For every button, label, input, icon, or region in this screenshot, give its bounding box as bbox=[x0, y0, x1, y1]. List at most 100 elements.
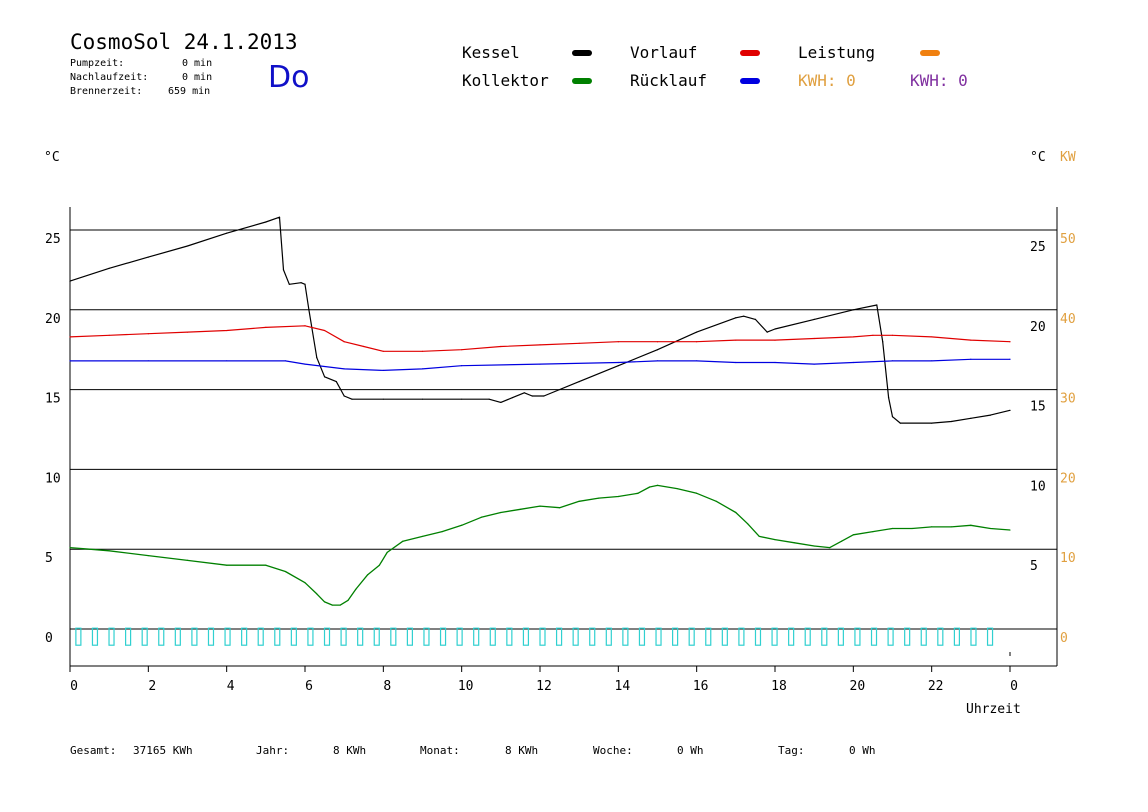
point-3-22 bbox=[480, 516, 482, 518]
point-0-6 bbox=[278, 216, 281, 218]
pump-pulse-20 bbox=[406, 627, 413, 646]
point-0-15 bbox=[343, 395, 345, 397]
pump-pulse-34 bbox=[638, 627, 646, 646]
stat-brenner-value: 659 min bbox=[168, 86, 211, 97]
point-1-24 bbox=[891, 334, 894, 336]
point-1-15 bbox=[578, 342, 580, 344]
pump-pulse-19 bbox=[390, 627, 397, 646]
x-tick-label-7: 14 bbox=[615, 679, 631, 694]
point-3-28 bbox=[598, 497, 600, 499]
point-2-3 bbox=[284, 360, 287, 362]
kw-label-40: 40 bbox=[1060, 312, 1076, 327]
pump-pulse-31 bbox=[589, 627, 596, 646]
y-left-label-15: 15 bbox=[45, 392, 61, 407]
point-0-39 bbox=[887, 396, 890, 399]
point-0-23 bbox=[523, 392, 525, 394]
footer-woche-label: Woche: bbox=[593, 744, 633, 757]
point-3-27 bbox=[578, 500, 580, 502]
pump-pulse-48 bbox=[870, 627, 878, 646]
pump-pulse-39 bbox=[721, 627, 728, 646]
pump-pulse-9 bbox=[224, 627, 231, 646]
pump-pulse-24 bbox=[473, 627, 480, 646]
point-2-19 bbox=[970, 358, 972, 360]
x-tick-label-9: 18 bbox=[771, 679, 787, 694]
legend-kollektor-swatch bbox=[572, 78, 592, 84]
pump-pulse-13 bbox=[290, 627, 297, 646]
point-3-10 bbox=[323, 601, 326, 603]
chart-tick-labels: 0 2 4 6 8 10 12 14 16 18 20 22 0 0 5 10 15 20 25 5 10 15 20 25 0… bbox=[45, 232, 1076, 694]
point-0-34 bbox=[774, 328, 776, 330]
pump-pulse-12 bbox=[274, 627, 281, 646]
point-0-5 bbox=[265, 221, 267, 223]
point-3-24 bbox=[519, 508, 522, 510]
pump-pulse-3 bbox=[125, 627, 132, 646]
footer-monat-label: Monat: bbox=[420, 744, 460, 757]
stat-nachlauf-label: Nachlaufzeit: bbox=[70, 72, 149, 83]
point-0-24 bbox=[531, 395, 533, 397]
point-3-39 bbox=[774, 539, 776, 541]
point-3-18 bbox=[402, 540, 404, 542]
footer-woche-value: 0 Wh bbox=[677, 744, 704, 757]
point-3-38 bbox=[758, 535, 760, 538]
y-left-label-20: 20 bbox=[45, 312, 61, 327]
pump-pulse-18 bbox=[373, 627, 380, 646]
pump-pulse-27 bbox=[522, 627, 530, 646]
point-1-27 bbox=[1009, 341, 1011, 343]
pump-pulse-37 bbox=[688, 627, 695, 646]
point-3-21 bbox=[461, 524, 463, 526]
point-0-19 bbox=[461, 398, 463, 400]
point-1-13 bbox=[500, 345, 502, 348]
point-1-11 bbox=[421, 350, 424, 352]
point-3-29 bbox=[617, 495, 619, 498]
point-3-52 bbox=[1009, 529, 1011, 531]
point-3-50 bbox=[970, 524, 972, 526]
pump-pulses bbox=[75, 627, 994, 646]
point-0-31 bbox=[743, 315, 745, 317]
point-0-41 bbox=[899, 422, 901, 424]
point-3-37 bbox=[746, 523, 749, 525]
y-right-label-10: 10 bbox=[1030, 479, 1046, 494]
point-3-45 bbox=[872, 531, 874, 533]
stat-pump-value: 0 min bbox=[182, 58, 213, 69]
point-2-8 bbox=[461, 365, 463, 367]
pump-pulse-47 bbox=[854, 627, 861, 646]
pump-pulse-44 bbox=[804, 627, 811, 646]
point-0-45 bbox=[989, 414, 992, 416]
left-axis-unit: °C bbox=[44, 150, 60, 165]
point-2-17 bbox=[891, 360, 894, 362]
stat-pump-label: Pumpzeit: bbox=[70, 58, 125, 69]
point-0-2 bbox=[147, 256, 149, 258]
point-3-20 bbox=[441, 531, 443, 533]
point-0-25 bbox=[543, 395, 545, 397]
pump-pulse-51 bbox=[920, 627, 927, 646]
pump-pulse-36 bbox=[672, 627, 679, 646]
point-0-22 bbox=[511, 396, 514, 399]
y-left-label-0: 0 bbox=[45, 631, 53, 646]
point-0-38 bbox=[882, 341, 884, 343]
y-left-label-25: 25 bbox=[45, 232, 61, 247]
right-axis-unit: °C bbox=[1030, 150, 1046, 165]
x-tick-label-4: 8 bbox=[383, 679, 391, 694]
pump-pulse-11 bbox=[257, 627, 264, 646]
point-3-48 bbox=[931, 526, 933, 528]
point-3-49 bbox=[950, 526, 952, 528]
point-0-20 bbox=[488, 398, 490, 400]
point-3-19 bbox=[421, 535, 424, 538]
kw-label-20: 20 bbox=[1060, 471, 1076, 486]
legend-ruecklauf-label: Rücklauf bbox=[630, 71, 708, 90]
footer-tag-label: Tag: bbox=[778, 744, 805, 757]
x-tick-label-8: 16 bbox=[693, 679, 709, 694]
point-1-26 bbox=[970, 339, 972, 341]
point-3-41 bbox=[813, 545, 815, 547]
point-0-14 bbox=[335, 381, 337, 383]
y-right-label-20: 20 bbox=[1030, 320, 1046, 335]
pump-pulse-54 bbox=[970, 627, 977, 646]
point-3-31 bbox=[649, 486, 651, 488]
legend-kollektor-label: Kollektor bbox=[462, 71, 549, 90]
chart-series bbox=[69, 216, 1011, 606]
point-2-4 bbox=[304, 363, 306, 365]
point-2-18 bbox=[931, 360, 933, 362]
point-1-21 bbox=[813, 337, 815, 340]
pump-pulse-23 bbox=[456, 627, 463, 646]
point-2-6 bbox=[382, 369, 384, 372]
